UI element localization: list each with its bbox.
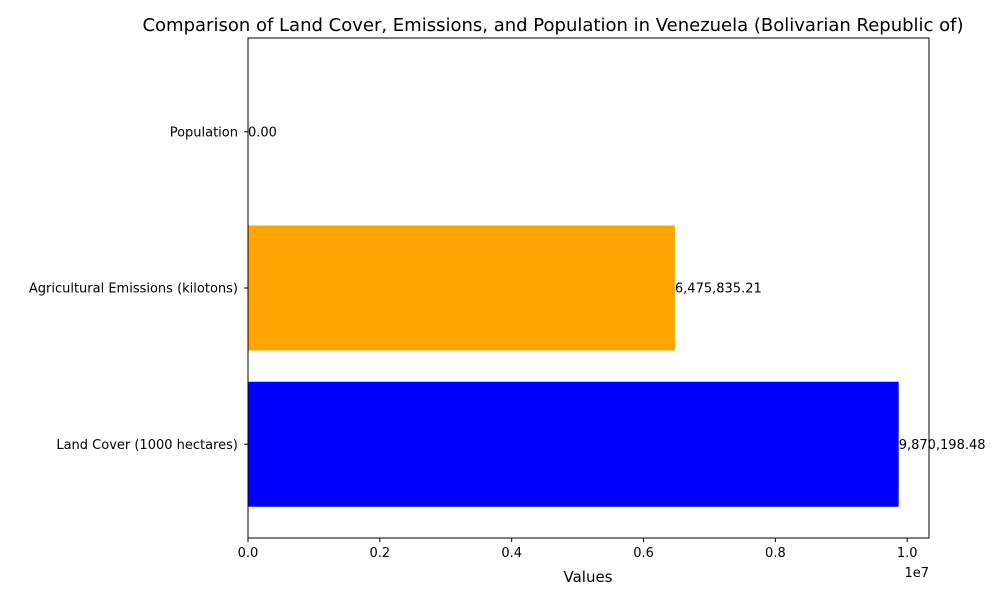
x-tick-label-5: 1.0 xyxy=(897,546,918,561)
y-tick-label-1: Agricultural Emissions (kilotons) xyxy=(29,282,238,297)
x-axis-scale-label: 1e7 xyxy=(904,566,929,581)
y-tick-label-2: Population xyxy=(170,125,238,140)
x-tick-label-2: 0.4 xyxy=(501,546,522,561)
plot-area: 9,870,198.48 6,475,835.21 0.00 xyxy=(247,37,986,539)
bar-1 xyxy=(248,225,675,351)
x-axis-label: Values xyxy=(563,568,612,586)
y-axis-ticks: Land Cover (1000 hectares) Agricultural E… xyxy=(29,125,248,453)
data-label-0: 9,870,198.48 xyxy=(899,438,986,453)
x-axis-ticks: 0.0 0.2 0.4 0.6 0.8 1.0 xyxy=(238,538,918,561)
x-tick-label-3: 0.6 xyxy=(633,546,654,561)
y-tick-label-0: Land Cover (1000 hectares) xyxy=(56,438,238,453)
x-tick-label-4: 0.8 xyxy=(765,546,786,561)
data-label-1: 6,475,835.21 xyxy=(675,282,762,297)
bar-0 xyxy=(248,381,899,507)
x-tick-label-0: 0.0 xyxy=(238,546,259,561)
chart-title: Comparison of Land Cover, Emissions, and… xyxy=(142,15,963,36)
x-tick-label-1: 0.2 xyxy=(370,546,391,561)
data-label-2: 0.00 xyxy=(248,125,277,140)
